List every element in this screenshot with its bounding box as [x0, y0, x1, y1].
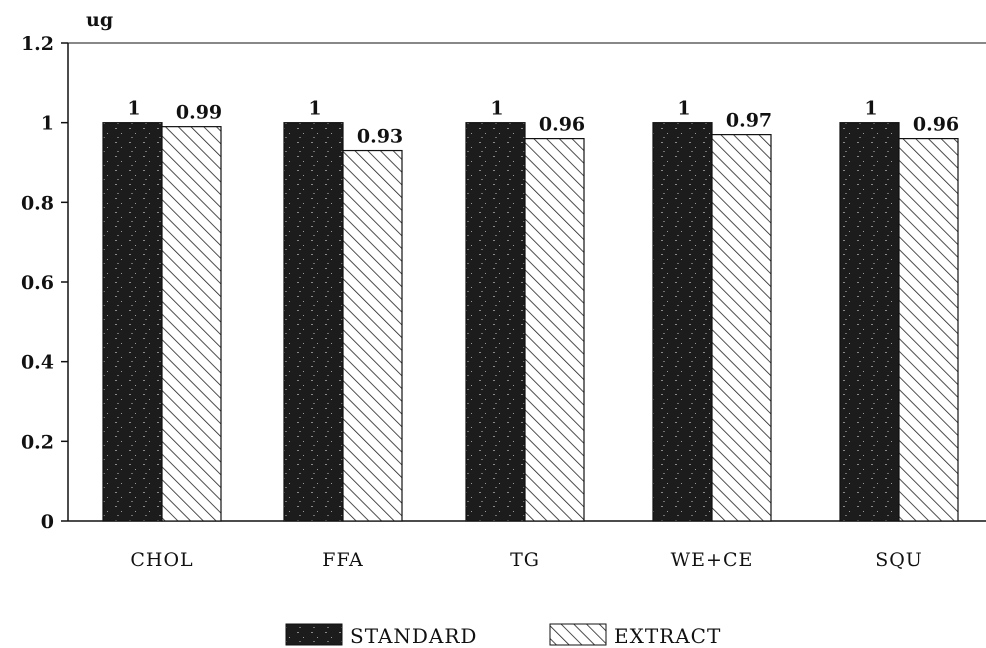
- x-category-label: FFA: [322, 549, 363, 571]
- bar-extract-chol: [161, 126, 222, 522]
- bar-value-label: 0.99: [176, 102, 222, 124]
- bar-value-label: 0.93: [357, 126, 403, 148]
- y-tick-label: 0.2: [21, 431, 54, 453]
- bar-value-label: 1: [677, 98, 690, 120]
- y-ticks: 0 0.2 0.4 0.6 0.8 1 1.2: [21, 33, 68, 533]
- bar-standard-tg: [465, 122, 526, 522]
- legend-swatch-extract: [549, 623, 607, 646]
- bar-value-label: 1: [490, 98, 503, 120]
- y-tick-label: 1.2: [21, 33, 54, 55]
- x-category-label: SQU: [875, 549, 923, 571]
- bar-standard-chol: [102, 122, 163, 522]
- x-category-label: TG: [510, 549, 540, 571]
- plot-area: ug 0 0.2 0.4 0.6 0.8 1 1.2 1 0.99 1 0.93 1 0.96 1 0.9…: [21, 9, 986, 571]
- legend-swatch-standard: [285, 623, 343, 646]
- bar-value-label: 0.96: [539, 114, 585, 136]
- legend: STANDARD EXTRACT: [285, 623, 721, 648]
- legend-label-extract: EXTRACT: [614, 624, 721, 648]
- bar-value-label: 0.97: [726, 110, 772, 132]
- bar-value-label: 1: [127, 98, 140, 120]
- x-category-label: CHOL: [130, 549, 193, 571]
- bar-value-label: 0.96: [913, 114, 959, 136]
- bars: 1 0.99 1 0.93 1 0.96 1 0.97 1 0.96: [102, 98, 959, 522]
- y-tick-label: 0: [41, 511, 54, 533]
- y-tick-label: 0.8: [21, 192, 54, 214]
- x-category-label: WE+CE: [671, 549, 754, 571]
- bar-value-label: 1: [308, 98, 321, 120]
- bar-standard-we-ce: [652, 122, 713, 522]
- legend-label-standard: STANDARD: [350, 624, 477, 648]
- x-category-labels: CHOL FFA TG WE+CE SQU: [130, 549, 923, 571]
- bar-value-label: 1: [864, 98, 877, 120]
- bar-standard-ffa: [283, 122, 344, 522]
- bar-extract-squ: [898, 138, 959, 522]
- bar-standard-squ: [839, 122, 900, 522]
- bar-extract-tg: [524, 138, 585, 522]
- y-tick-label: 0.6: [21, 272, 54, 294]
- bar-extract-we-ce: [711, 134, 772, 522]
- y-tick-label: 0.4: [21, 352, 54, 374]
- bar-extract-ffa: [342, 149, 403, 522]
- y-tick-label: 1: [41, 113, 54, 135]
- y-axis-unit-label: ug: [86, 9, 113, 31]
